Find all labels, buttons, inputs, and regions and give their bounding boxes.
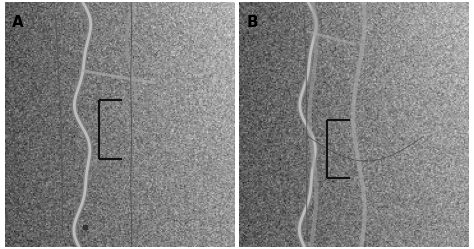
Text: B: B — [246, 15, 258, 30]
Text: A: A — [12, 15, 23, 30]
